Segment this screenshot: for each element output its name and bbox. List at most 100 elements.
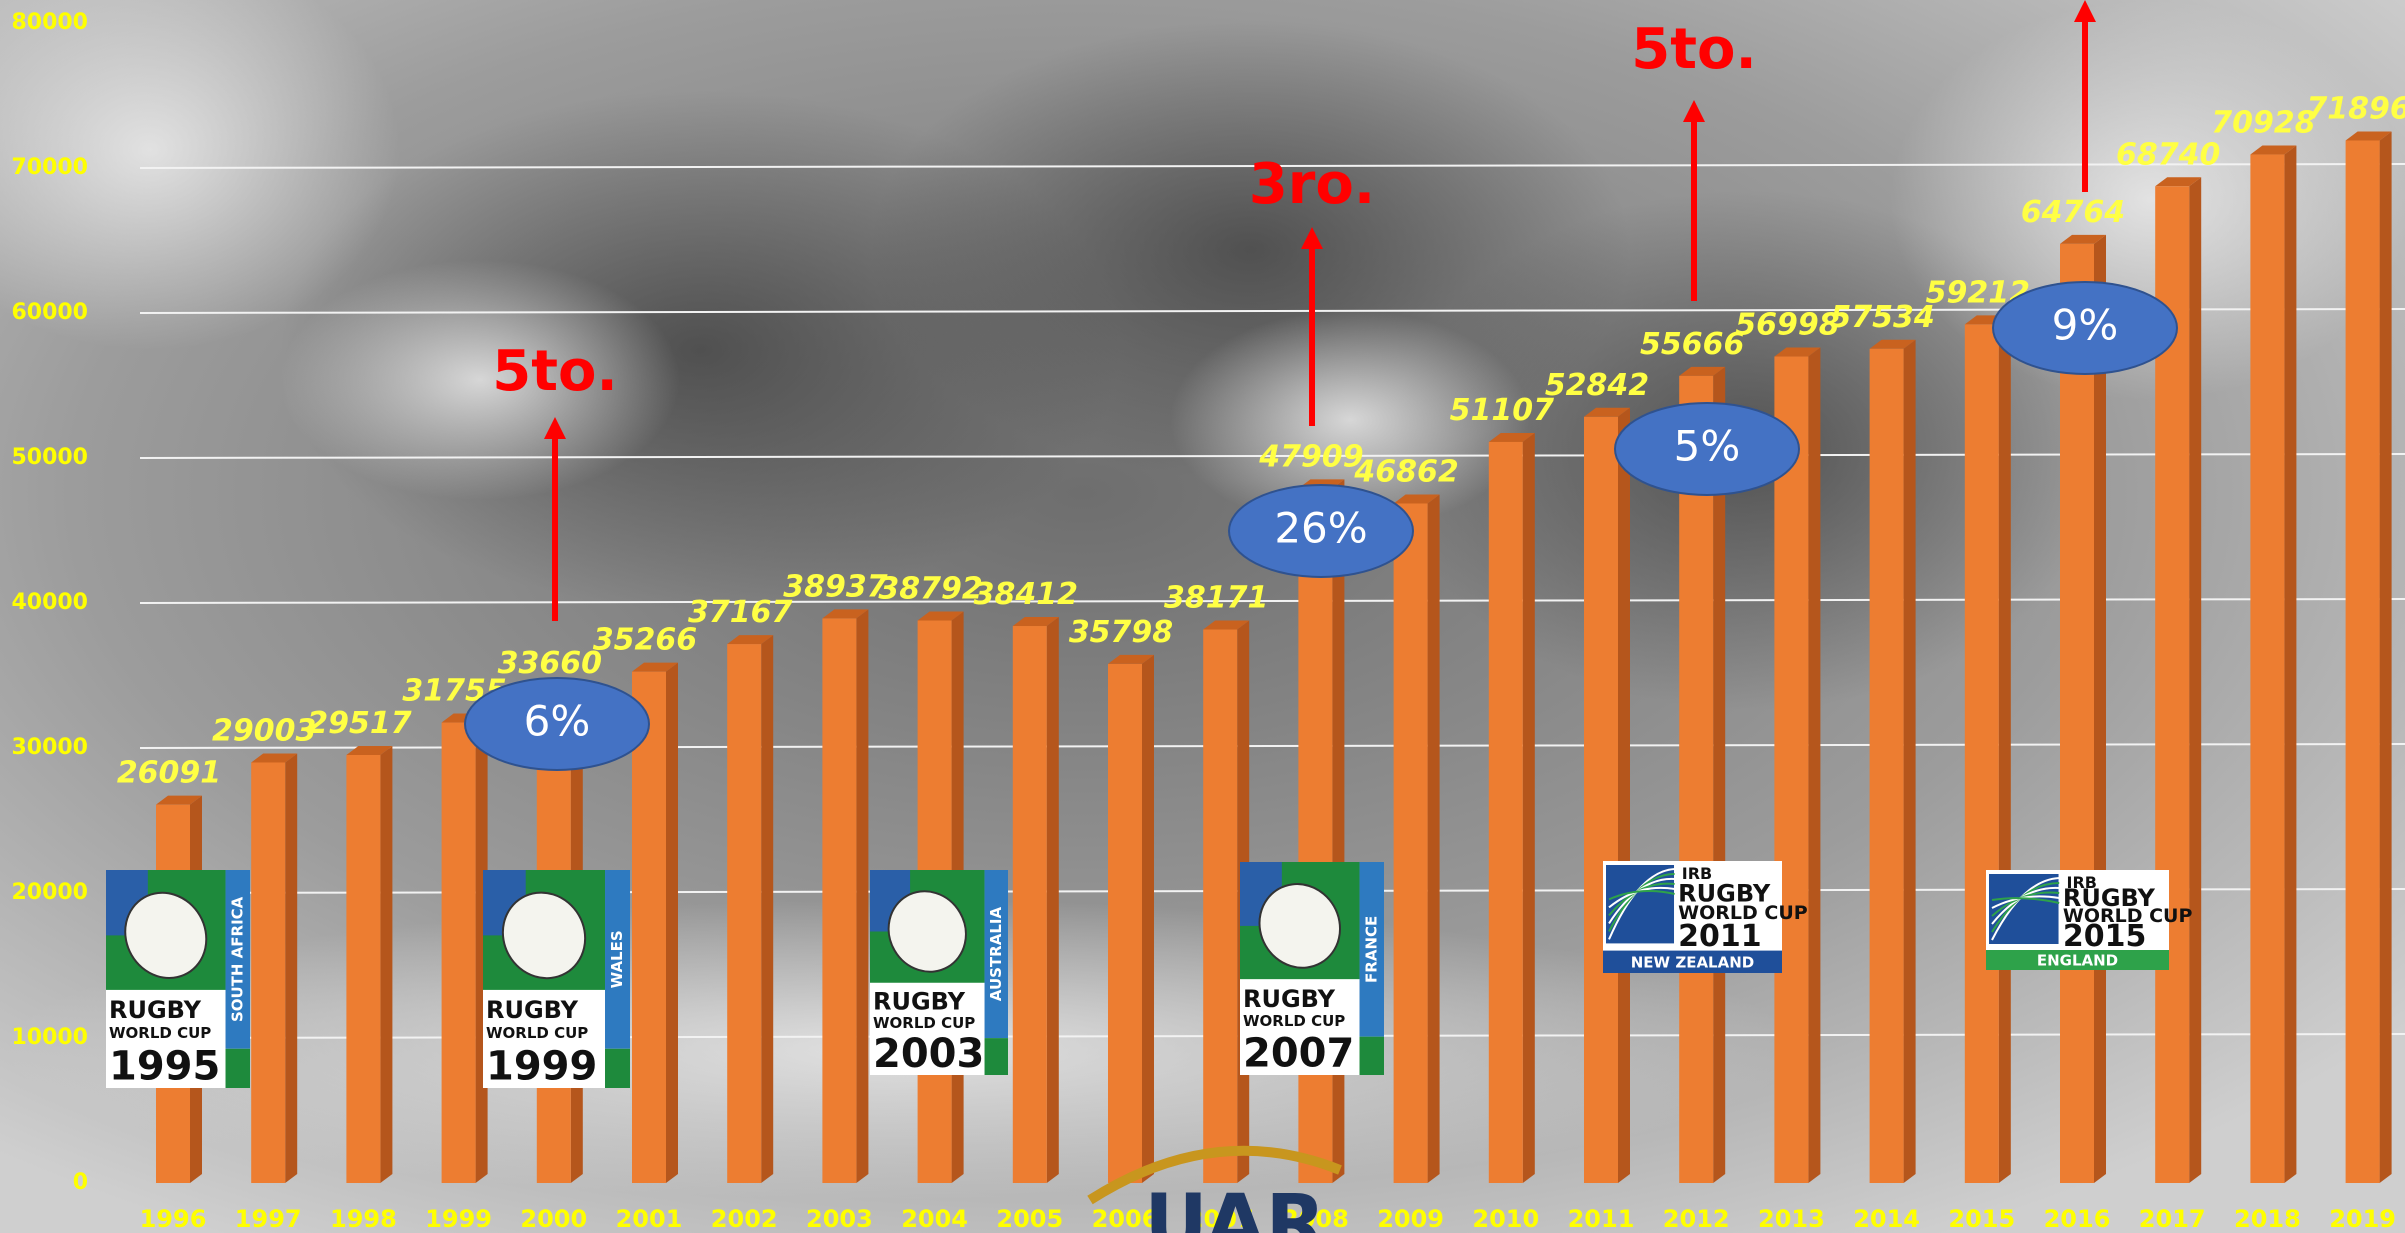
x-tick-label: 2003 bbox=[806, 1205, 873, 1233]
value-label: 38412 bbox=[974, 577, 1078, 612]
value-label: 38792 bbox=[878, 572, 982, 607]
bar-side bbox=[856, 609, 868, 1183]
value-label: 35266 bbox=[593, 623, 697, 658]
logo-title: RUGBY bbox=[486, 996, 579, 1024]
value-label: 37167 bbox=[688, 595, 792, 630]
bar bbox=[442, 723, 476, 1183]
bar bbox=[251, 762, 285, 1183]
change-label: 9% bbox=[2052, 301, 2119, 350]
logo-title: RUGBY bbox=[1243, 985, 1336, 1013]
bar-side bbox=[2380, 132, 2392, 1183]
bar-side bbox=[2189, 177, 2201, 1183]
value-label: 46862 bbox=[1353, 455, 1458, 490]
bar-side bbox=[1047, 617, 1059, 1183]
x-tick-label: 2013 bbox=[1758, 1205, 1825, 1233]
bar bbox=[1870, 349, 1904, 1183]
logo-year: 1995 bbox=[109, 1043, 220, 1089]
logo-subtitle: WORLD CUP bbox=[1243, 1012, 1345, 1030]
x-tick-label: 2017 bbox=[2139, 1205, 2206, 1233]
value-label: 71896 bbox=[2306, 92, 2405, 127]
logo-host: AUSTRALIA bbox=[987, 907, 1005, 1002]
bar bbox=[822, 618, 856, 1183]
value-label: 57534 bbox=[1830, 300, 1934, 335]
bar bbox=[1489, 442, 1523, 1183]
y-tick-label: 20000 bbox=[11, 880, 88, 905]
x-tick-label: 2011 bbox=[1568, 1205, 1635, 1233]
value-label: 55666 bbox=[1640, 327, 1744, 362]
y-tick-label: 10000 bbox=[11, 1025, 88, 1050]
bar-side bbox=[761, 635, 773, 1183]
x-tick-label: 2019 bbox=[2329, 1205, 2396, 1233]
bar-side bbox=[380, 746, 392, 1183]
change-label: 26% bbox=[1274, 504, 1367, 553]
bar bbox=[1394, 504, 1428, 1183]
logo-host: FRANCE bbox=[1362, 916, 1380, 983]
logo-year: 2007 bbox=[1243, 1030, 1354, 1076]
bar-side bbox=[1428, 495, 1440, 1183]
x-tick-label: 2005 bbox=[996, 1205, 1063, 1233]
x-tick-label: 2002 bbox=[711, 1205, 778, 1233]
bar-side bbox=[2284, 146, 2296, 1183]
y-tick-label: 0 bbox=[73, 1170, 88, 1195]
bar-side bbox=[1332, 479, 1344, 1183]
bar bbox=[1203, 630, 1237, 1183]
x-tick-label: 2000 bbox=[520, 1205, 587, 1233]
tournament-logo: SOUTH AFRICARUGBYWORLD CUP1995 bbox=[106, 870, 250, 1089]
x-tick-label: 2015 bbox=[1948, 1205, 2015, 1233]
bar-side bbox=[666, 663, 678, 1183]
x-tick-label: 2001 bbox=[616, 1205, 683, 1233]
bar bbox=[2060, 244, 2094, 1183]
change-label: 6% bbox=[524, 697, 591, 746]
bar-side bbox=[1808, 348, 1820, 1183]
y-tick-label: 60000 bbox=[11, 300, 88, 325]
bar bbox=[2250, 155, 2284, 1183]
chart: 0100002000030000400005000060000700008000… bbox=[0, 0, 2405, 1233]
value-label: 52842 bbox=[1545, 368, 1649, 403]
logo-year: 1999 bbox=[486, 1043, 597, 1089]
x-tick-label: 2010 bbox=[1472, 1205, 1539, 1233]
value-label: 29003 bbox=[212, 713, 316, 748]
logo-title: RUGBY bbox=[109, 996, 202, 1024]
x-tick-label: 2014 bbox=[1853, 1205, 1920, 1233]
watermark: UAR bbox=[1144, 1179, 1325, 1233]
bar bbox=[632, 672, 666, 1183]
y-tick-label: 40000 bbox=[11, 590, 88, 615]
value-label: 51107 bbox=[1450, 393, 1554, 428]
bar-side bbox=[1523, 433, 1535, 1183]
x-tick-label: 2016 bbox=[2044, 1205, 2111, 1233]
value-label: 35798 bbox=[1069, 615, 1173, 650]
value-label: 29517 bbox=[307, 706, 411, 741]
value-label: 33660 bbox=[498, 646, 602, 681]
bar bbox=[2346, 141, 2380, 1183]
bar bbox=[1965, 324, 1999, 1183]
value-label: 68740 bbox=[2116, 137, 2220, 172]
value-label: 47909 bbox=[1258, 439, 1363, 474]
bar-side bbox=[2094, 235, 2106, 1183]
bar bbox=[1298, 488, 1332, 1183]
logo-host: WALES bbox=[608, 930, 626, 988]
logo-subtitle: WORLD CUP bbox=[486, 1024, 588, 1042]
bar bbox=[1108, 664, 1142, 1183]
y-tick-label: 80000 bbox=[11, 10, 88, 35]
logo-title: RUGBY bbox=[873, 987, 966, 1015]
x-tick-label: 1996 bbox=[140, 1205, 207, 1233]
logo-subtitle: WORLD CUP bbox=[109, 1024, 211, 1042]
bar-side bbox=[1999, 315, 2011, 1183]
logo-green-tab bbox=[1360, 1037, 1384, 1075]
logo-swirl bbox=[1606, 865, 1674, 943]
y-tick-label: 50000 bbox=[11, 445, 88, 470]
value-label: 26091 bbox=[117, 756, 221, 791]
bar-side bbox=[285, 753, 297, 1183]
x-tick-label: 1997 bbox=[235, 1205, 302, 1233]
bar bbox=[1584, 417, 1618, 1183]
rank-label: 3ro. bbox=[1249, 152, 1375, 217]
x-tick-label: 1999 bbox=[425, 1205, 492, 1233]
tournament-logo: IRBRUGBYWORLD CUP2011NEW ZEALAND bbox=[1603, 861, 1808, 973]
logo-host: ENGLAND bbox=[2037, 952, 2118, 970]
bar-side bbox=[1904, 340, 1916, 1183]
value-label: 38937 bbox=[783, 569, 887, 604]
change-label: 5% bbox=[1674, 422, 1741, 471]
bar bbox=[1679, 376, 1713, 1183]
